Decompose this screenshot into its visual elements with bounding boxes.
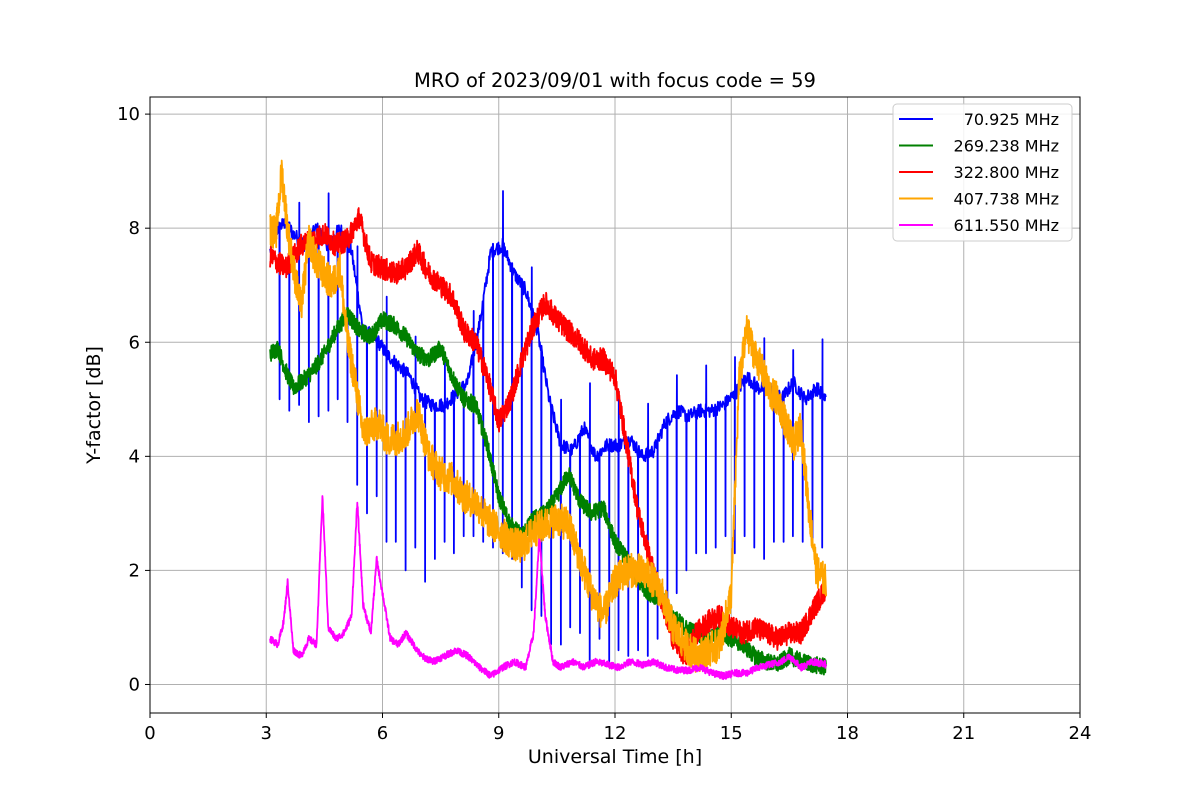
x-tick-label: 12 [604,723,627,744]
x-tick-label: 15 [720,723,743,744]
series-line-2 [269,207,827,666]
x-tick-label: 6 [377,723,388,744]
legend-label: 407.738 MHz [954,190,1059,209]
legend-label: 70.925 MHz [964,110,1059,129]
x-tick-label: 0 [144,723,155,744]
y-tick-label: 2 [129,560,140,581]
legend-box [892,103,1073,242]
x-tick-label: 24 [1069,723,1092,744]
y-tick-label: 10 [117,104,140,125]
x-tick-label: 9 [493,723,504,744]
series-line-1 [269,307,827,676]
y-tick-label: 4 [129,446,140,467]
legend-label: 322.800 MHz [954,163,1059,182]
x-tick-label: 3 [261,723,272,744]
chart-title: MRO of 2023/09/01 with focus code = 59 [414,69,816,92]
y-tick-label: 0 [129,674,140,695]
legend-label: 611.550 MHz [954,216,1059,235]
x-tick-label: 21 [952,723,975,744]
y-tick-label: 8 [129,218,140,239]
legend-label: 269.238 MHz [954,137,1059,156]
x-tick-label: 18 [836,723,859,744]
legend: 70.925 MHz 269.238 MHz 322.800 MHz 407.738 … [892,103,1073,242]
series-line-4 [269,495,827,681]
plot-area [269,159,827,681]
y-tick-label: 6 [129,332,140,353]
series-line-3 [269,159,827,673]
x-axis-label: Universal Time [h] [528,746,702,768]
y-axis-label: Y-factor [dB] [83,346,105,465]
